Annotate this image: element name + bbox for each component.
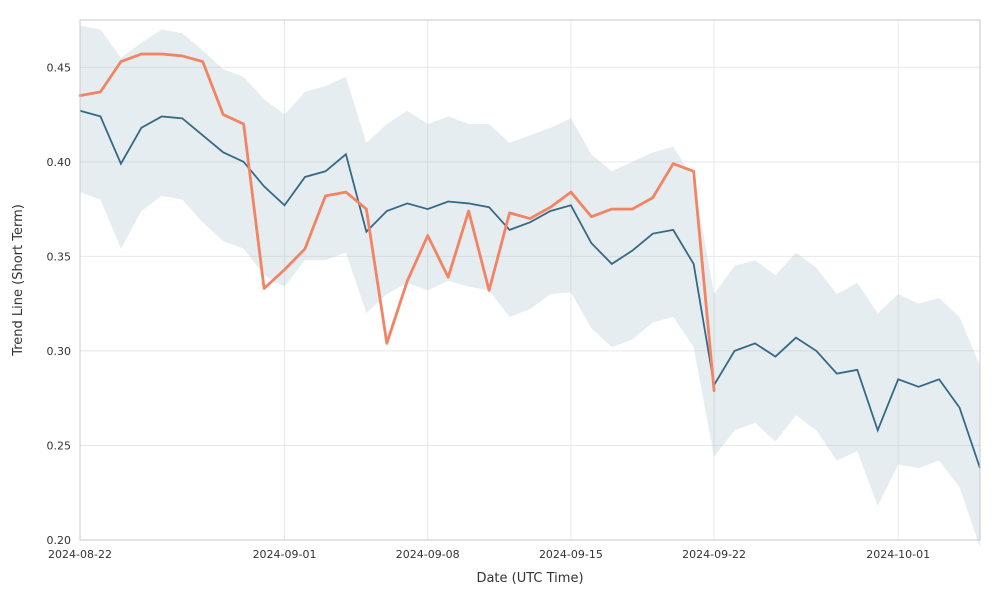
y-tick-label: 0.40 bbox=[47, 156, 72, 169]
y-tick-label: 0.20 bbox=[47, 534, 72, 547]
y-tick-label: 0.45 bbox=[47, 61, 72, 74]
y-axis-label: Trend Line (Short Term) bbox=[11, 204, 26, 357]
y-tick-label: 0.30 bbox=[47, 345, 72, 358]
x-tick-label: 2024-10-01 bbox=[866, 548, 930, 561]
x-axis-label: Date (UTC Time) bbox=[476, 571, 583, 586]
y-tick-label: 0.35 bbox=[47, 250, 72, 263]
x-tick-label: 2024-08-22 bbox=[48, 548, 112, 561]
y-tick-label: 0.25 bbox=[47, 439, 72, 452]
x-tick-label: 2024-09-15 bbox=[539, 548, 603, 561]
x-tick-label: 2024-09-22 bbox=[682, 548, 746, 561]
x-tick-label: 2024-09-08 bbox=[396, 548, 460, 561]
chart-svg: 0.20 0.25 0.30 0.35 0.40 0.45 2024-08-22 2024-0… bbox=[0, 0, 1000, 600]
x-tick-label: 2024-09-01 bbox=[253, 548, 317, 561]
trend-chart: 0.20 0.25 0.30 0.35 0.40 0.45 2024-08-22 2024-0… bbox=[0, 0, 1000, 600]
